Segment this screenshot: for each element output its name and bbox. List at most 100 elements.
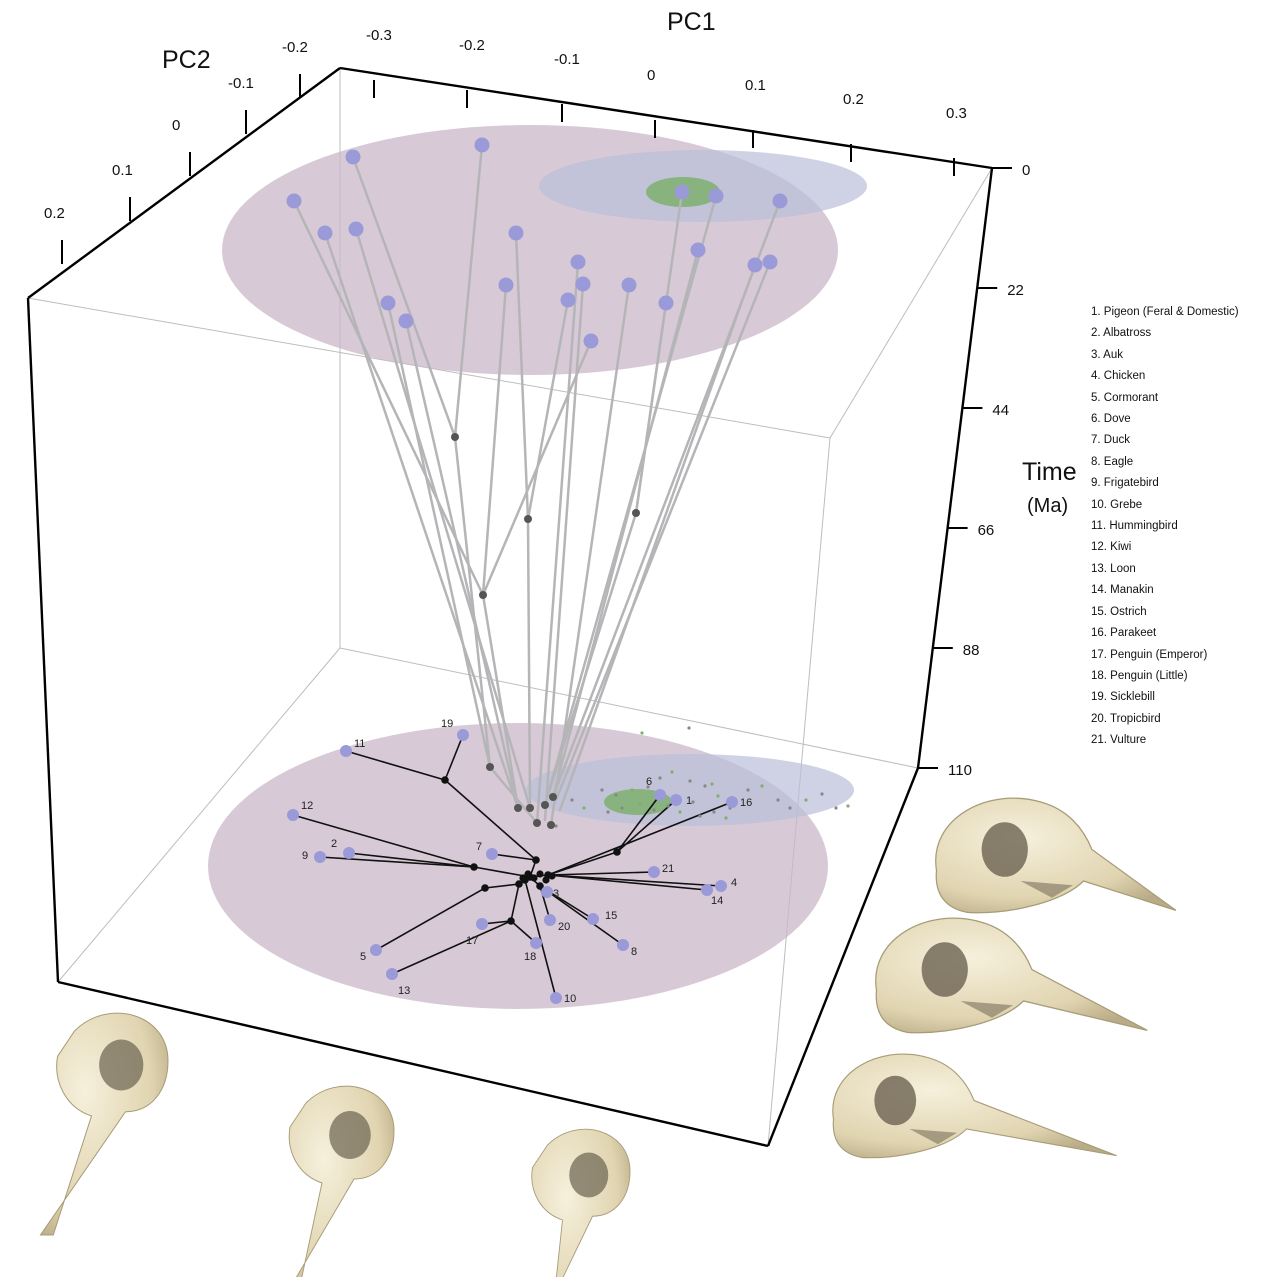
- jaw-shadow: [1020, 881, 1073, 898]
- tree-edge: [484, 883, 520, 889]
- pc1-tick-label: 0.3: [946, 105, 967, 122]
- tip-point-top: [398, 313, 414, 329]
- specimen-point: [678, 810, 682, 814]
- pc2-tick-label: 0.1: [112, 162, 133, 179]
- tip-label: 14: [711, 895, 723, 907]
- pc2-axis-title: PC2: [162, 46, 211, 74]
- ancestral-node: [549, 793, 557, 801]
- skull-dorsal: [531, 1128, 631, 1277]
- projected-node: [515, 880, 523, 888]
- tip-point-top: [317, 225, 333, 241]
- tip-point-bottom: [648, 866, 660, 878]
- tree-edge: [539, 885, 624, 946]
- pc1-tick-label: 0.1: [745, 77, 766, 94]
- phylogeny-3d-branches: [292, 143, 782, 827]
- tip-point-bottom: [340, 745, 352, 757]
- branch-segment: [526, 298, 570, 521]
- specimen-point: [846, 804, 850, 808]
- tip-label: 12: [301, 800, 313, 812]
- tip-point-bottom: [457, 729, 469, 741]
- pc2-tick-label: 0: [172, 117, 180, 134]
- tip-label: 10: [564, 993, 576, 1005]
- specimen-point: [688, 779, 692, 783]
- specimen-point: [724, 816, 728, 820]
- tip-label: 11: [354, 738, 365, 750]
- jaw-shadow: [909, 1129, 957, 1145]
- branch-segment: [481, 593, 520, 810]
- tip-label: 4: [731, 877, 737, 889]
- branch-segment: [386, 301, 492, 769]
- orbit: [569, 1152, 609, 1198]
- ancestral-node: [526, 804, 534, 812]
- legend-item: 2. Albatross: [1091, 327, 1152, 340]
- tree-edge: [345, 750, 446, 781]
- ancestral-node: [533, 819, 541, 827]
- projected-node: [524, 870, 532, 878]
- orbit: [981, 822, 1028, 877]
- branch-segment: [634, 301, 668, 515]
- legend-item: 1. Pigeon (Feral & Domestic): [1091, 306, 1239, 318]
- projected-node: [542, 876, 550, 884]
- projected-node: [613, 848, 621, 856]
- box-front-edges: [26, 66, 994, 1148]
- pc1-axis-title: PC1: [667, 8, 716, 36]
- time-tick-label: 110: [948, 762, 972, 779]
- pc1-tick-label: -0.2: [459, 37, 485, 54]
- specimen-point: [658, 776, 662, 780]
- orbit: [921, 942, 968, 997]
- branch-segment: [481, 283, 508, 597]
- legend-item: 16. Parakeet: [1091, 627, 1157, 640]
- tip-point-top: [621, 277, 637, 293]
- branch-segment: [543, 511, 638, 807]
- tip-point-bottom: [726, 796, 738, 808]
- legend-item: 3. Auk: [1091, 348, 1123, 361]
- tip-point-bottom: [370, 944, 382, 956]
- projected-node: [519, 874, 527, 882]
- tip-point-top: [708, 188, 724, 204]
- ancestral-node: [514, 804, 522, 812]
- tree-edge: [547, 871, 655, 876]
- ancestral-node: [524, 515, 532, 523]
- legend-item: 19. Sicklebill: [1091, 691, 1155, 704]
- tree-edge: [547, 874, 708, 891]
- skull-renderings: [39, 797, 1177, 1277]
- tip-point-top: [498, 277, 514, 293]
- tip-label: 19: [441, 718, 453, 730]
- skull-shape: [875, 917, 1148, 1034]
- branch-segment: [514, 231, 530, 521]
- specimen-point: [834, 806, 838, 810]
- orbit: [99, 1039, 144, 1091]
- specimen-point: [776, 798, 780, 802]
- specimen-point: [638, 802, 642, 806]
- tip-point-top: [560, 292, 576, 308]
- tip-point-top: [508, 225, 524, 241]
- tip-point-top: [474, 137, 490, 153]
- specimen-point: [716, 794, 720, 798]
- specimen-point: [646, 785, 650, 789]
- time-tick-label: 22: [1007, 282, 1024, 299]
- legend-item: 18. Penguin (Little): [1091, 669, 1188, 682]
- specimen-point: [670, 770, 674, 774]
- branch-segment: [404, 319, 520, 810]
- tip-point-bottom: [541, 886, 553, 898]
- branch-segment: [351, 155, 457, 439]
- projected-node: [507, 917, 515, 925]
- branch-segment: [488, 765, 539, 825]
- skull-dorsal: [288, 1085, 395, 1277]
- specimen-point: [640, 731, 644, 735]
- specimen-point: [652, 808, 656, 812]
- tree-edge: [375, 887, 486, 951]
- projected-node: [441, 776, 449, 784]
- orbit: [329, 1111, 371, 1159]
- tip-label: 20: [558, 921, 570, 933]
- tip-point-bottom: [617, 939, 629, 951]
- tip-label: 7: [476, 841, 482, 853]
- specimen-point: [804, 798, 808, 802]
- tip-point-top: [380, 295, 396, 311]
- orbit: [874, 1075, 917, 1126]
- branch-segment: [558, 263, 757, 812]
- legend-item: 8. Eagle: [1091, 455, 1134, 468]
- legend-item: 12. Kiwi: [1091, 541, 1132, 554]
